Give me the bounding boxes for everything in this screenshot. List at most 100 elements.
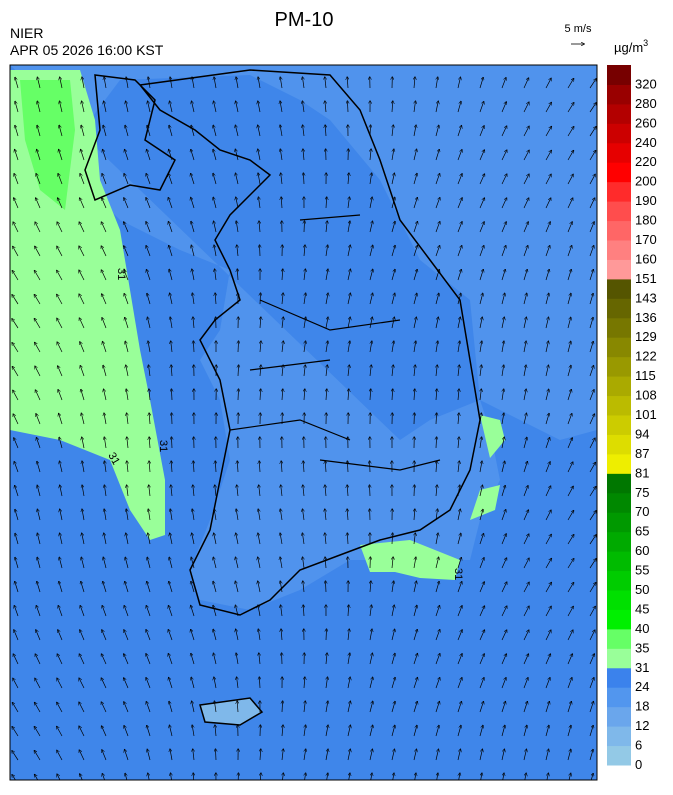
wind-arrow [36, 438, 41, 449]
wind-arrow [80, 366, 85, 377]
wind-arrow [369, 293, 373, 305]
wind-arrow [235, 605, 239, 617]
wind-arrow [170, 77, 173, 89]
wind-arrow [57, 294, 63, 305]
wind-arrow [457, 222, 462, 233]
colorbar-segment [607, 609, 631, 630]
wind-arrow [501, 630, 507, 641]
wind-arrow [545, 389, 549, 401]
wind-arrow [237, 269, 238, 281]
wind-arrow [479, 534, 484, 545]
wind-arrow [215, 269, 216, 281]
wind-arrow [15, 582, 19, 593]
wind-arrow [260, 293, 261, 305]
wind-arrow [192, 77, 195, 89]
wind-arrow [435, 270, 439, 281]
wind-arrow [501, 150, 507, 161]
wind-arrow [124, 606, 129, 617]
wind-arrow [413, 317, 416, 329]
wind-arrow [479, 461, 482, 473]
wind-arrow [101, 654, 107, 665]
wind-arrow [14, 462, 19, 473]
wind-arrow [260, 773, 261, 780]
wind-arrow [37, 509, 41, 521]
wind-arrow [480, 773, 482, 780]
wind-arrow [147, 293, 151, 305]
wind-arrow [370, 149, 371, 161]
wind-arrow [15, 533, 19, 545]
colorbar-segment [607, 745, 631, 766]
wind-arrow [457, 725, 461, 737]
wind-arrow [325, 293, 328, 305]
wind-arrow [15, 509, 19, 521]
wind-arrow [524, 773, 526, 780]
wind-arrow [104, 413, 107, 425]
wind-arrow [545, 462, 550, 473]
colorbar-label: 40 [635, 621, 649, 636]
wind-arrow [479, 222, 484, 233]
wind-arrow [36, 606, 41, 617]
colorbar-segment [607, 240, 631, 260]
wind-arrow [15, 150, 19, 161]
colorbar-segment [607, 453, 631, 474]
wind-arrow [589, 414, 594, 425]
wind-arrow [13, 222, 19, 233]
wind-arrow [523, 606, 529, 617]
wind-arrow [348, 341, 350, 353]
wind-arrow [501, 222, 506, 233]
wind-arrow [369, 701, 373, 713]
wind-arrow [304, 245, 305, 257]
wind-arrow [192, 509, 194, 521]
wind-arrow [103, 150, 107, 161]
wind-arrow [391, 701, 395, 713]
wind-arrow [168, 198, 173, 209]
wind-arrow [79, 246, 85, 257]
wind-arrow [523, 198, 529, 209]
wind-arrow [458, 389, 459, 401]
wind-arrow [127, 485, 128, 497]
wind-arrow [236, 77, 239, 89]
wind-arrow [568, 773, 571, 780]
wind-arrow [213, 605, 217, 617]
wind-arrow [79, 222, 85, 233]
wind-arrow [213, 581, 217, 593]
wind-arrow [501, 654, 506, 665]
wind-arrow [435, 293, 439, 305]
wind-arrow [104, 461, 106, 473]
unit-sup: 3 [643, 38, 648, 48]
wind-arrow [545, 174, 551, 185]
wind-arrow [214, 245, 217, 257]
wind-arrow [260, 317, 261, 329]
wind-arrow [414, 101, 416, 113]
wind-arrow [258, 557, 261, 569]
wind-arrow [12, 367, 19, 377]
wind-arrow [479, 77, 483, 89]
wind-arrow [169, 150, 173, 161]
wind-arrow [589, 366, 594, 377]
wind-arrow [258, 197, 260, 209]
wind-arrow [104, 101, 107, 113]
colorbar-segment [607, 162, 631, 183]
wind-arrow [567, 198, 573, 209]
wind-arrow [304, 749, 306, 761]
wind-arrow [523, 222, 528, 233]
wind-arrow [325, 725, 328, 737]
wind-arrow [325, 509, 326, 521]
wind-arrow [34, 751, 41, 761]
wind-arrow [435, 725, 439, 737]
wind-arrow [58, 390, 63, 401]
wind-arrow [238, 341, 239, 353]
wind-arrow [369, 629, 372, 641]
wind-arrow [457, 293, 461, 305]
wind-arrow [125, 582, 129, 593]
wind-arrow [169, 701, 173, 713]
wind-arrow [124, 222, 129, 233]
wind-arrow [435, 678, 440, 689]
wind-arrow [391, 173, 394, 185]
wind-arrow [479, 246, 484, 257]
wind-arrow [15, 77, 19, 89]
wind-arrow [34, 727, 41, 737]
wind-arrow [523, 510, 528, 521]
wind-arrow [545, 222, 550, 233]
wind-arrow [127, 437, 128, 449]
